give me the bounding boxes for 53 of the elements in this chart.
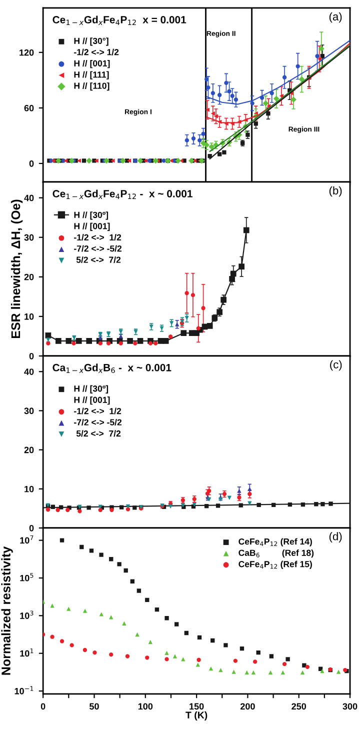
legend-label: 5/2 <-> 7/2 bbox=[76, 256, 121, 263]
text: Ca$_{1−x}$Gd$_{x}$B$_{6}$ - x ~ 0.001 bbox=[52, 364, 172, 374]
annotation: (c) bbox=[330, 360, 342, 371]
x-axis-title: T (K) bbox=[186, 711, 208, 720]
y-tick-label: 10$^{5}$ bbox=[20, 573, 34, 582]
y-tick-label: 40 bbox=[24, 368, 34, 375]
legend-label: H // [30°] bbox=[74, 38, 108, 46]
x-tick-label: 200 bbox=[240, 703, 255, 710]
y-tick-label: 30 bbox=[24, 408, 34, 414]
legend-label: 5/2 <-> 7/2 bbox=[76, 430, 121, 437]
legend-label: -1/2 <-> 1/2 bbox=[74, 408, 122, 414]
y-tick-label: 10$^{1}$ bbox=[20, 648, 34, 657]
y-tick-label: 10$^{7}$ bbox=[20, 535, 34, 544]
legend-label: CeFe$_{4}$P$_{12}$ (Ref 14) bbox=[238, 538, 312, 546]
legend-label: H // [30º] bbox=[74, 212, 108, 220]
x-tick-label: 0 bbox=[40, 703, 46, 710]
y-tick-label: 10$^{3}$ bbox=[20, 610, 34, 619]
x-tick-label: 250 bbox=[292, 703, 306, 710]
annotation: (a) bbox=[329, 12, 342, 23]
y-tick-label: 40 bbox=[24, 194, 34, 202]
y-tick-label: 20 bbox=[24, 446, 34, 454]
legend-label: CeFe$_{4}$P$_{12}$ (Ref 15) bbox=[238, 560, 312, 569]
legend-title: H // [001] bbox=[74, 396, 110, 405]
y-axis-title: ESR linewidth, ΔH, (Oe) bbox=[10, 200, 23, 338]
legend-label: H // [30º] bbox=[74, 385, 108, 394]
legend-label: H // [111] bbox=[74, 71, 109, 80]
legend-title: H // [001] bbox=[74, 222, 110, 231]
y-tick-label: 0 bbox=[29, 524, 34, 532]
text: CaB$_{6}$ (Ref 18) bbox=[238, 550, 314, 558]
y-tick-label: 10 bbox=[24, 313, 34, 320]
y-tick-label: 60 bbox=[24, 104, 34, 112]
y-tick-label: 20 bbox=[24, 274, 34, 280]
legend-label: H // [110] bbox=[74, 82, 110, 91]
annotation: (b) bbox=[329, 186, 342, 197]
legend-label: -1/2 <-> 1/2 bbox=[74, 234, 122, 241]
legend-label: H // [001] bbox=[74, 60, 110, 68]
x-tick-label: 300 bbox=[342, 703, 358, 710]
chart-title: Ce$_{1−x}$Gd$_{x}$Fe$_{4}$P$_{12}$ x = 0.001 bbox=[52, 16, 186, 26]
x-tick-label: 100 bbox=[138, 703, 153, 710]
y-tick-label: 10$^{−1}$ bbox=[14, 686, 34, 694]
y-axis-title: Normalized resistivity bbox=[1, 546, 13, 675]
x-tick-label: 50 bbox=[89, 703, 99, 710]
y-tick-label: 30 bbox=[24, 234, 34, 241]
annotation: (d) bbox=[329, 532, 342, 542]
x-tick-label: 150 bbox=[190, 703, 204, 710]
y-tick-label: 0 bbox=[29, 160, 34, 167]
y-tick-label: 10 bbox=[24, 486, 34, 492]
legend-title: -1/2 <-> 1/2 bbox=[74, 48, 119, 56]
y-tick-label: 0 bbox=[29, 352, 34, 360]
y-tick-label: 120 bbox=[20, 49, 34, 56]
chart-title: Ce$_{1−x}$Gd$_{x}$Fe$_{4}$P$_{12}$ - x ~ 0.001 bbox=[52, 190, 192, 200]
legend-label: -7/2 <-> -5/2 bbox=[74, 245, 122, 252]
legend-label: -7/2 <-> -5/2 bbox=[74, 418, 122, 426]
